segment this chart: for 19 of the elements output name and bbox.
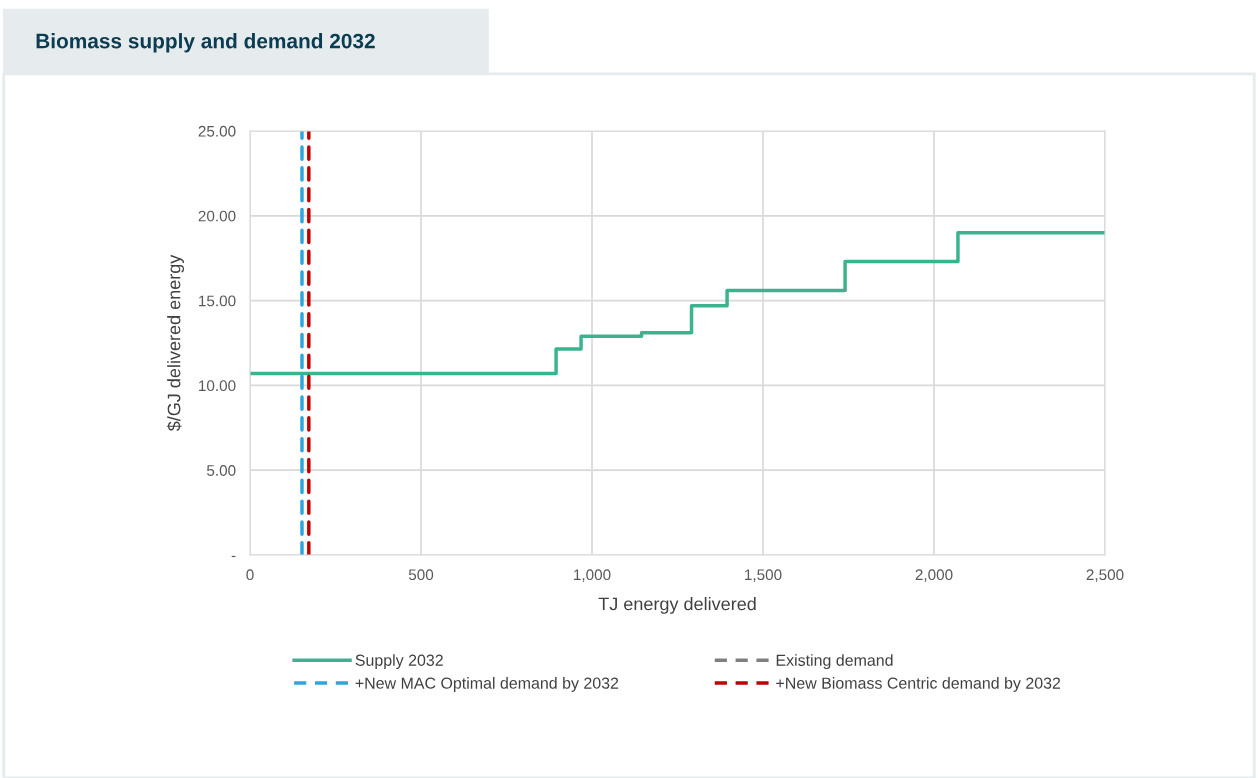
legend-label: +New MAC Optimal demand by 2032	[355, 677, 619, 692]
y-axis-title: $/GJ delivered energy	[166, 254, 184, 432]
legend-label: Supply 2032	[355, 654, 443, 670]
chart-title: Biomass supply and demand 2032	[36, 33, 375, 53]
x-axis-title: TJ energy delivered	[598, 597, 756, 614]
y-tick-label: 25.00	[198, 125, 236, 137]
legend-label: +New Biomass Centric demand by 2032	[776, 677, 1061, 692]
x-tick-label: 2,000	[915, 569, 953, 582]
y-tick-label: 5.00	[206, 465, 236, 476]
x-tick-label: 0	[246, 569, 254, 581]
x-tick-label: 2,500	[1086, 569, 1124, 582]
x-tick-label: 1,000	[574, 569, 611, 582]
y-tick-label: -	[231, 555, 236, 558]
y-tick-label: 20.00	[198, 210, 236, 222]
x-tick-label: 500	[408, 569, 434, 581]
legend-label: Existing demand	[776, 654, 893, 670]
y-tick-label: 10.00	[199, 380, 236, 392]
x-tick-label: 1,500	[745, 569, 782, 582]
y-tick-label: 15.00	[199, 295, 236, 307]
